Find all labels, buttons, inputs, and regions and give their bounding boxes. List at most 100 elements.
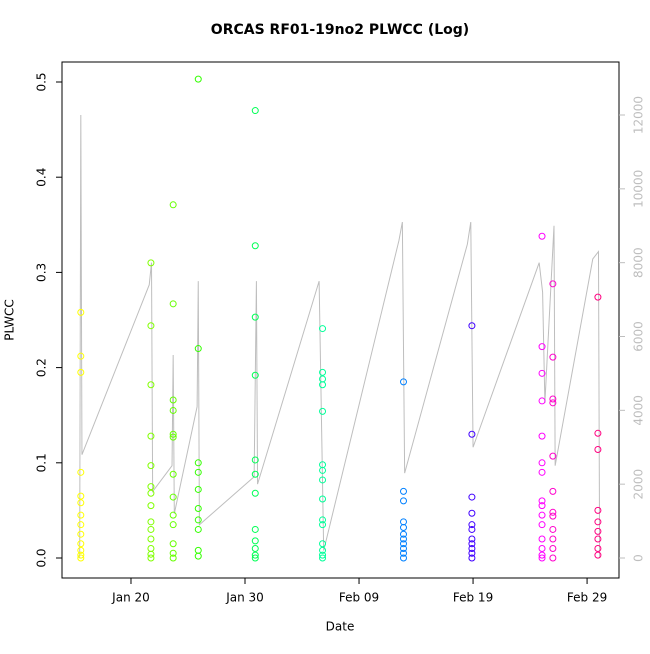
x-axis-label: Date bbox=[326, 620, 355, 634]
data-point bbox=[77, 540, 85, 548]
data-point bbox=[399, 487, 407, 495]
data-point bbox=[549, 399, 557, 407]
data-point bbox=[147, 554, 155, 562]
data-point bbox=[538, 459, 546, 467]
data-point bbox=[169, 493, 177, 501]
data-point bbox=[77, 468, 85, 476]
data-point bbox=[468, 540, 476, 548]
data-point bbox=[319, 368, 327, 376]
data-point bbox=[251, 551, 259, 559]
data-point bbox=[468, 525, 476, 533]
y-tick-label: 0.1 bbox=[34, 453, 48, 472]
data-point bbox=[169, 549, 177, 557]
data-point bbox=[169, 430, 177, 438]
data-point bbox=[538, 432, 546, 440]
data-point bbox=[251, 537, 259, 545]
data-point bbox=[169, 521, 177, 529]
data-point bbox=[169, 433, 177, 441]
y2-tick-label: 6000 bbox=[632, 321, 646, 352]
x-tick-label: Feb 29 bbox=[567, 591, 607, 605]
data-point bbox=[319, 521, 327, 529]
data-point bbox=[147, 544, 155, 552]
data-point bbox=[169, 511, 177, 519]
data-point bbox=[319, 516, 327, 524]
data-point bbox=[169, 406, 177, 414]
data-point bbox=[538, 544, 546, 552]
y2-tick-label: 0 bbox=[632, 554, 646, 562]
data-point bbox=[169, 540, 177, 548]
data-point bbox=[594, 518, 602, 526]
y-tick-label: 0.2 bbox=[35, 358, 49, 377]
data-point bbox=[549, 535, 557, 543]
data-point bbox=[319, 466, 327, 474]
data-point bbox=[319, 546, 327, 554]
data-point bbox=[147, 322, 155, 330]
data-point bbox=[251, 313, 259, 321]
plot-box bbox=[61, 61, 620, 579]
data-point bbox=[194, 468, 202, 476]
data-point bbox=[594, 527, 602, 535]
data-point bbox=[169, 201, 177, 209]
data-point bbox=[594, 429, 602, 437]
data-point bbox=[549, 395, 557, 403]
data-point bbox=[549, 280, 557, 288]
data-point bbox=[549, 544, 557, 552]
data-point bbox=[538, 551, 546, 559]
data-point bbox=[549, 512, 557, 520]
y-tick-label: 0.3 bbox=[35, 263, 49, 282]
data-point bbox=[399, 530, 407, 538]
data-point bbox=[77, 546, 85, 554]
data-point bbox=[194, 459, 202, 467]
data-point bbox=[77, 308, 85, 316]
data-point bbox=[399, 540, 407, 548]
data-point bbox=[468, 322, 476, 330]
data-point bbox=[77, 551, 85, 559]
x-tick-label: Jan 30 bbox=[225, 591, 264, 605]
data-point bbox=[77, 530, 85, 538]
data-point bbox=[399, 554, 407, 562]
data-point bbox=[399, 497, 407, 505]
data-point bbox=[194, 505, 202, 513]
data-point bbox=[251, 242, 259, 250]
data-point bbox=[319, 551, 327, 559]
data-point bbox=[549, 487, 557, 495]
data-point bbox=[399, 535, 407, 543]
data-point bbox=[468, 521, 476, 529]
data-line bbox=[79, 115, 601, 558]
data-point bbox=[538, 497, 546, 505]
data-point bbox=[251, 544, 259, 552]
data-point bbox=[251, 107, 259, 115]
data-point bbox=[147, 518, 155, 526]
data-point bbox=[468, 544, 476, 552]
data-point bbox=[319, 325, 327, 333]
data-point bbox=[538, 369, 546, 377]
data-point bbox=[319, 381, 327, 389]
data-point bbox=[77, 511, 85, 519]
chart-title: ORCAS RF01-19no2 PLWCC (Log) bbox=[211, 22, 469, 38]
data-point bbox=[77, 554, 85, 562]
data-point bbox=[77, 352, 85, 360]
data-point bbox=[147, 550, 155, 558]
data-point bbox=[319, 495, 327, 503]
data-point bbox=[538, 468, 546, 476]
data-point bbox=[319, 554, 327, 562]
data-point bbox=[549, 508, 557, 516]
data-point bbox=[538, 397, 546, 405]
data-point bbox=[549, 452, 557, 460]
data-point bbox=[468, 430, 476, 438]
y2-tick-label: 10000 bbox=[632, 170, 646, 208]
data-point bbox=[594, 535, 602, 543]
data-point bbox=[538, 232, 546, 240]
data-point bbox=[147, 259, 155, 267]
data-point bbox=[77, 499, 85, 507]
data-point bbox=[147, 502, 155, 510]
data-point bbox=[594, 506, 602, 514]
data-point bbox=[468, 509, 476, 517]
y-tick-label: 0.4 bbox=[35, 168, 49, 187]
data-point bbox=[399, 378, 407, 386]
data-point bbox=[594, 551, 602, 559]
data-point bbox=[77, 492, 85, 500]
data-point bbox=[194, 485, 202, 493]
data-point bbox=[251, 525, 259, 533]
